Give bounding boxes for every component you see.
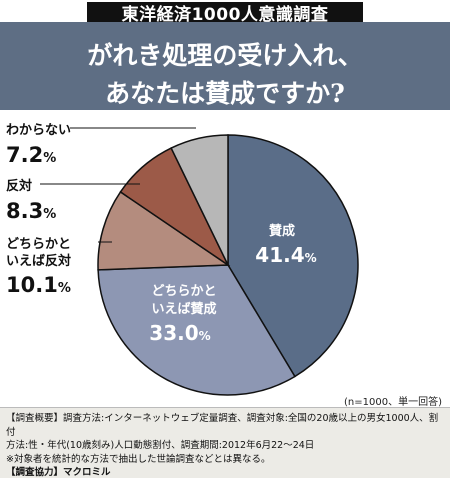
label-somewhat-agree-2: いえば賛成 bbox=[151, 301, 216, 317]
label-agree: 賛成 bbox=[269, 223, 295, 239]
label-somewhat-oppose-1: どちらかと bbox=[6, 237, 71, 252]
label-somewhat-agree-1: どちらかと bbox=[151, 284, 216, 299]
label-somewhat-oppose-2: いえば反対 bbox=[6, 253, 71, 269]
footer-line-2: 方法:性・年代(10歳刻み)人口動態割付、調査期間:2012年6月22〜24日 bbox=[6, 440, 315, 451]
slice-agree bbox=[227, 134, 359, 378]
question-line-1: がれき処理の受け入れ、 bbox=[87, 41, 363, 70]
footer-line-3: ※対象者を統計的な方法で抽出した世論調査などとは異なる。 bbox=[6, 453, 271, 465]
question-line-2: あなたは賛成ですか? bbox=[105, 79, 345, 108]
value-oppose: 8.3% bbox=[6, 199, 56, 223]
slice-somewhat-agree bbox=[97, 264, 296, 396]
question-banner: がれき処理の受け入れ、 あなたは賛成ですか? bbox=[0, 22, 450, 110]
slice-dont-know bbox=[170, 134, 229, 266]
label-oppose: 反対 bbox=[6, 178, 32, 194]
value-somewhat-agree: 33.0% bbox=[149, 321, 210, 345]
sample-note: (n=1000、単一回答) bbox=[344, 397, 442, 408]
survey-footer: 【調査概要】調査方法:インターネットウェブ定量調査、調査対象:全国の20歳以上の… bbox=[0, 407, 450, 478]
value-agree: 41.4% bbox=[255, 243, 316, 267]
footer-line-1: 【調査概要】調査方法:インターネットウェブ定量調査、調査対象:全国の20歳以上の… bbox=[6, 413, 439, 438]
slice-somewhat-oppose bbox=[97, 190, 231, 271]
value-somewhat-oppose: 10.1% bbox=[6, 273, 71, 297]
pie-chart-area: 賛成 41.4% どちらかといえば賛成 33.0% わからない 7.2% 反対 8.3% どちら… bbox=[0, 110, 450, 400]
value-dont-know: 7.2% bbox=[6, 143, 56, 167]
footer-line-4: 【調査協力】マクロミル bbox=[6, 467, 111, 478]
label-dont-know: わからない bbox=[6, 123, 71, 138]
